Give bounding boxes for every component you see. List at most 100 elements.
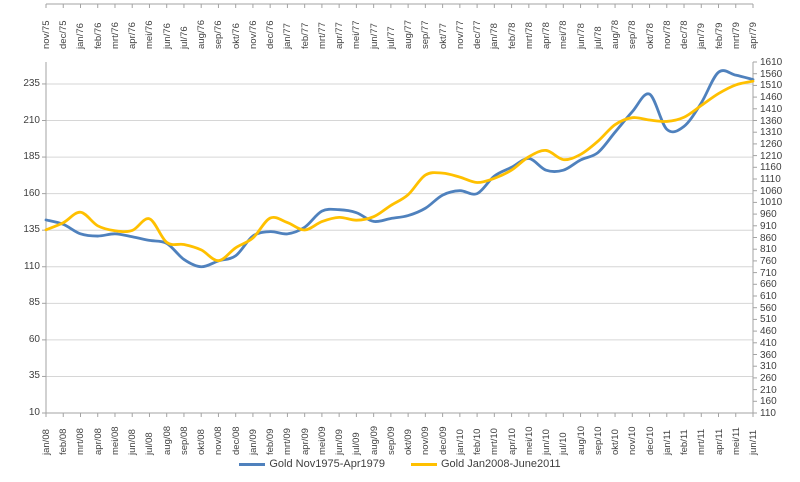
bottom-axis-label: okt/10 (610, 429, 622, 455)
right-axis-value: 1010 (760, 197, 783, 209)
top-axis-label: mrt/78 (523, 22, 535, 49)
right-axis-value: 1210 (760, 150, 783, 162)
left-axis-value: 235 (23, 77, 40, 89)
right-axis-value: 110 (760, 408, 776, 419)
bottom-axis-label: jun/09 (334, 429, 346, 455)
bottom-axis-label: jun/08 (127, 429, 139, 455)
right-axis-value: 910 (760, 220, 777, 232)
bottom-axis-label: aug/09 (368, 425, 380, 455)
right-axis-value: 1560 (760, 68, 783, 80)
bottom-axis-label: jan/09 (247, 429, 259, 455)
right-axis-value: 1460 (760, 92, 783, 104)
bottom-axis-label: jan/10 (454, 429, 466, 455)
top-axis-label: feb/77 (299, 22, 311, 49)
right-axis-value: 1060 (760, 185, 783, 197)
bottom-axis-label: mrt/11 (696, 428, 708, 455)
top-axis-label: nov/77 (454, 20, 466, 49)
left-axis-value: 85 (28, 297, 40, 309)
bottom-axis-label: mei/08 (109, 426, 121, 455)
top-axis-label: apr/79 (748, 22, 759, 49)
bottom-axis-label: apr/11 (713, 428, 725, 455)
top-axis-label: apr/77 (334, 22, 346, 49)
top-axis-label: okt/78 (644, 23, 656, 49)
top-axis-label: okt/76 (230, 23, 242, 49)
bottom-axis-label: feb/09 (265, 428, 277, 455)
top-axis-label: apr/76 (127, 22, 139, 49)
bottom-axis-label: apr/10 (506, 428, 518, 455)
top-axis-label: mrt/77 (316, 22, 328, 49)
top-axis-label: mrt/76 (109, 22, 121, 49)
top-axis-label: jan/76 (75, 23, 87, 49)
bottom-axis-label: sep/10 (592, 426, 604, 455)
top-axis-label: feb/79 (713, 22, 725, 49)
top-axis-label: nov/76 (247, 20, 259, 49)
right-axis-value: 1160 (760, 162, 782, 174)
right-axis-value: 310 (760, 361, 777, 373)
right-axis-value: 660 (760, 279, 777, 291)
bottom-axis-label: jul/09 (351, 432, 363, 455)
legend-label-gold-2008: Gold Jan2008-June2011 (440, 458, 561, 470)
bottom-axis-label: apr/08 (92, 428, 104, 455)
bottom-axis-label: sep/09 (385, 426, 397, 455)
right-axis-value: 260 (760, 372, 777, 384)
right-axis-value: 1610 (760, 57, 783, 68)
top-axis-label: aug/77 (403, 19, 415, 49)
top-axis-label: jan/78 (489, 23, 501, 49)
top-axis-label: mei/76 (144, 20, 156, 49)
bottom-axis-label: jun/10 (541, 429, 553, 455)
right-axis-value: 160 (760, 396, 777, 408)
left-axis-value: 135 (23, 224, 40, 236)
left-axis-value: 210 (23, 114, 40, 126)
right-axis-value: 410 (760, 337, 777, 349)
legend-item-gold-2008: Gold Jan2008-June2011 (410, 458, 561, 470)
top-axis-label: mei/78 (558, 20, 570, 49)
bottom-axis-label: mrt/09 (282, 428, 294, 455)
top-axis-label: aug/78 (610, 19, 622, 49)
bottom-axis-label: nov/09 (420, 426, 432, 455)
bottom-axis-label: dec/10 (644, 426, 656, 455)
top-axis-label: mei/77 (351, 20, 363, 49)
top-axis-label: nov/75 (41, 20, 52, 49)
top-axis-label: aug/76 (196, 19, 208, 49)
right-axis-value: 760 (760, 255, 777, 267)
legend-swatch-gold-2008 (410, 462, 437, 466)
left-axis-value: 10 (28, 407, 40, 418)
bottom-axis-label: mei/11 (730, 427, 742, 455)
top-axis-label: nov/78 (661, 20, 673, 49)
bottom-axis-label: mei/09 (316, 426, 328, 455)
top-axis-label: feb/78 (506, 22, 518, 49)
bottom-axis-label: jul/08 (144, 432, 156, 455)
bottom-axis-label: apr/09 (299, 428, 311, 455)
legend-label-gold-1975: Gold Nov1975-Apr1979 (269, 458, 385, 470)
right-axis-value: 710 (760, 267, 777, 279)
right-axis-value: 1410 (760, 103, 783, 115)
left-axis-value: 185 (23, 151, 40, 163)
right-axis-value: 1260 (760, 138, 783, 150)
legend-item-gold-1975: Gold Nov1975-Apr1979 (239, 458, 385, 470)
right-axis-value: 810 (760, 244, 777, 256)
bottom-axis-label: dec/08 (230, 426, 242, 455)
top-axis-label: dec/77 (472, 20, 484, 49)
bottom-axis-label: feb/08 (58, 428, 70, 455)
top-axis-label: sep/77 (420, 20, 432, 49)
right-axis-value: 1310 (760, 127, 783, 139)
bottom-axis-label: mrt/10 (489, 428, 501, 455)
right-axis-value: 560 (760, 302, 777, 314)
right-axis-value: 210 (760, 384, 777, 396)
bottom-axis-label: aug/10 (575, 425, 587, 455)
top-axis-label: apr/78 (541, 22, 553, 49)
series-line-gold-1975-1979 (44, 69, 755, 269)
right-axis-value: 610 (760, 291, 777, 302)
bottom-axis-label: sep/08 (178, 426, 190, 455)
top-axis-label: sep/78 (627, 20, 639, 49)
bottom-axis-label: feb/11 (679, 429, 691, 455)
top-axis-label: jul/76 (178, 26, 190, 49)
bottom-axis-label: okt/08 (196, 429, 208, 455)
top-axis-label: feb/76 (92, 22, 104, 49)
bottom-axis-label: nov/08 (213, 426, 225, 455)
right-axis-value: 860 (760, 232, 777, 244)
right-axis-value: 460 (760, 326, 777, 338)
bottom-axis-label: dec/09 (437, 426, 449, 455)
